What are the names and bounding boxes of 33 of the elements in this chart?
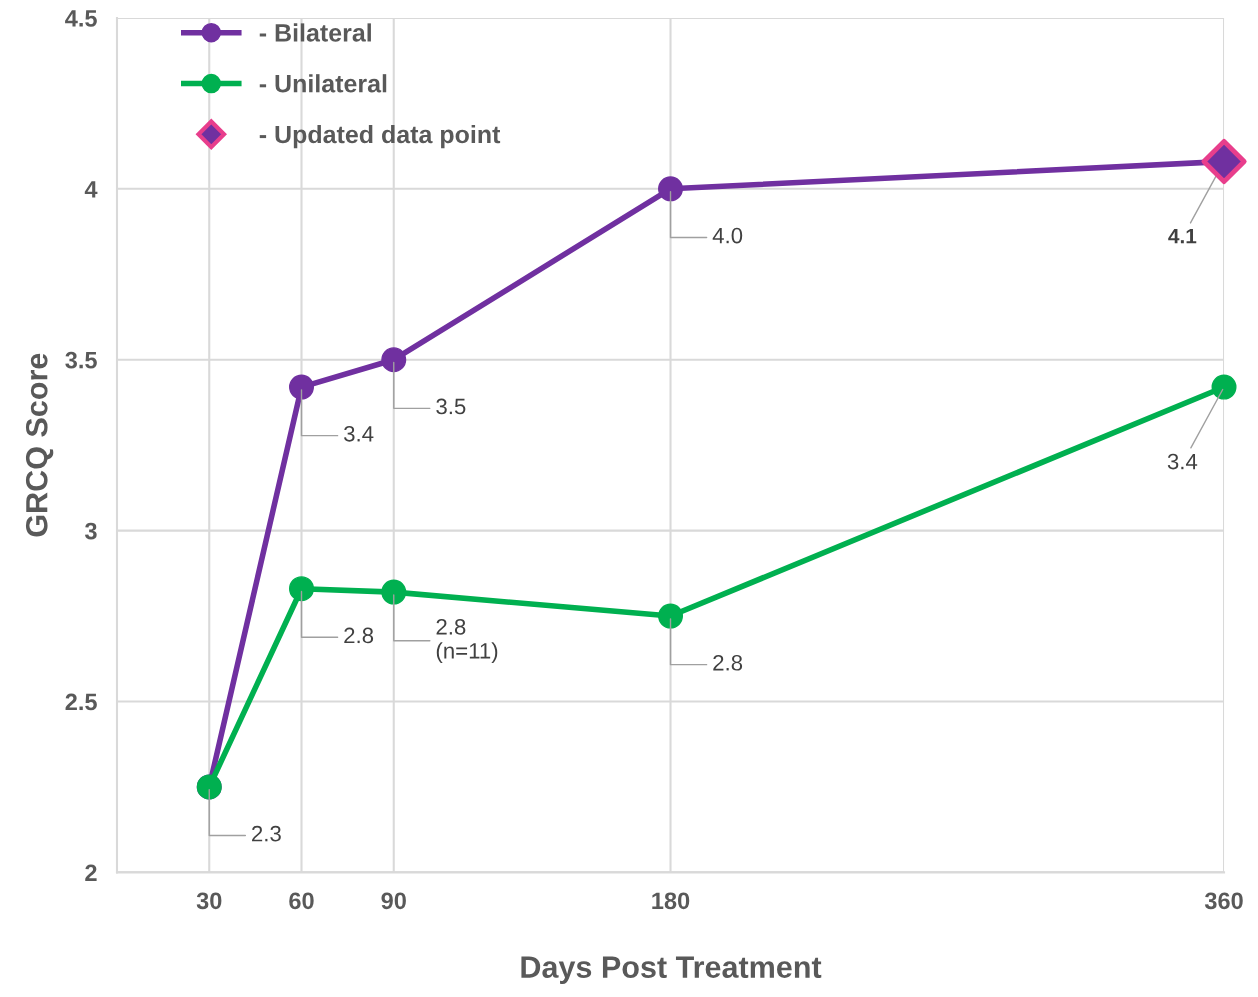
y-tick-label: 3.5	[65, 351, 97, 369]
x-tick-label: 360	[1204, 892, 1243, 910]
y-tick-label: 4	[84, 181, 98, 198]
data-label: 2.3	[252, 825, 281, 842]
point	[1201, 138, 1247, 185]
point	[658, 176, 684, 202]
data-label: 4.0	[712, 227, 743, 244]
y-tick-label: 4.5	[65, 10, 97, 27]
point	[288, 374, 315, 400]
legend-label: - Updated data point	[259, 124, 501, 149]
point	[658, 603, 684, 629]
data-label: 2.8	[344, 627, 374, 644]
legend-label: - Unilateral	[259, 74, 387, 93]
data-label: 4.1	[1168, 228, 1197, 244]
legend-label: - Bilateral	[259, 23, 371, 42]
data-label: 3.4	[1167, 453, 1198, 470]
point	[381, 347, 407, 373]
data-label: 3.4	[344, 425, 374, 442]
x-axis-title: Days Post Treatment	[521, 956, 822, 984]
x-tick-label: 30	[196, 892, 222, 910]
x-tick-label: 60	[289, 892, 314, 910]
y-tick-label: 3	[84, 522, 97, 540]
point	[288, 576, 315, 602]
point	[381, 579, 407, 605]
data-label: 2.8	[713, 654, 743, 671]
data-label: 3.5	[436, 398, 466, 415]
data-label: 2.8 (n=11)	[436, 618, 498, 664]
y-axis-title: GRCQ Score	[25, 353, 54, 537]
x-tick-label: 90	[381, 892, 406, 910]
y-tick-label: 2	[85, 864, 97, 881]
y-tick-label: 2.5	[65, 693, 97, 711]
point	[1211, 374, 1237, 400]
x-tick-label: 180	[652, 892, 690, 910]
